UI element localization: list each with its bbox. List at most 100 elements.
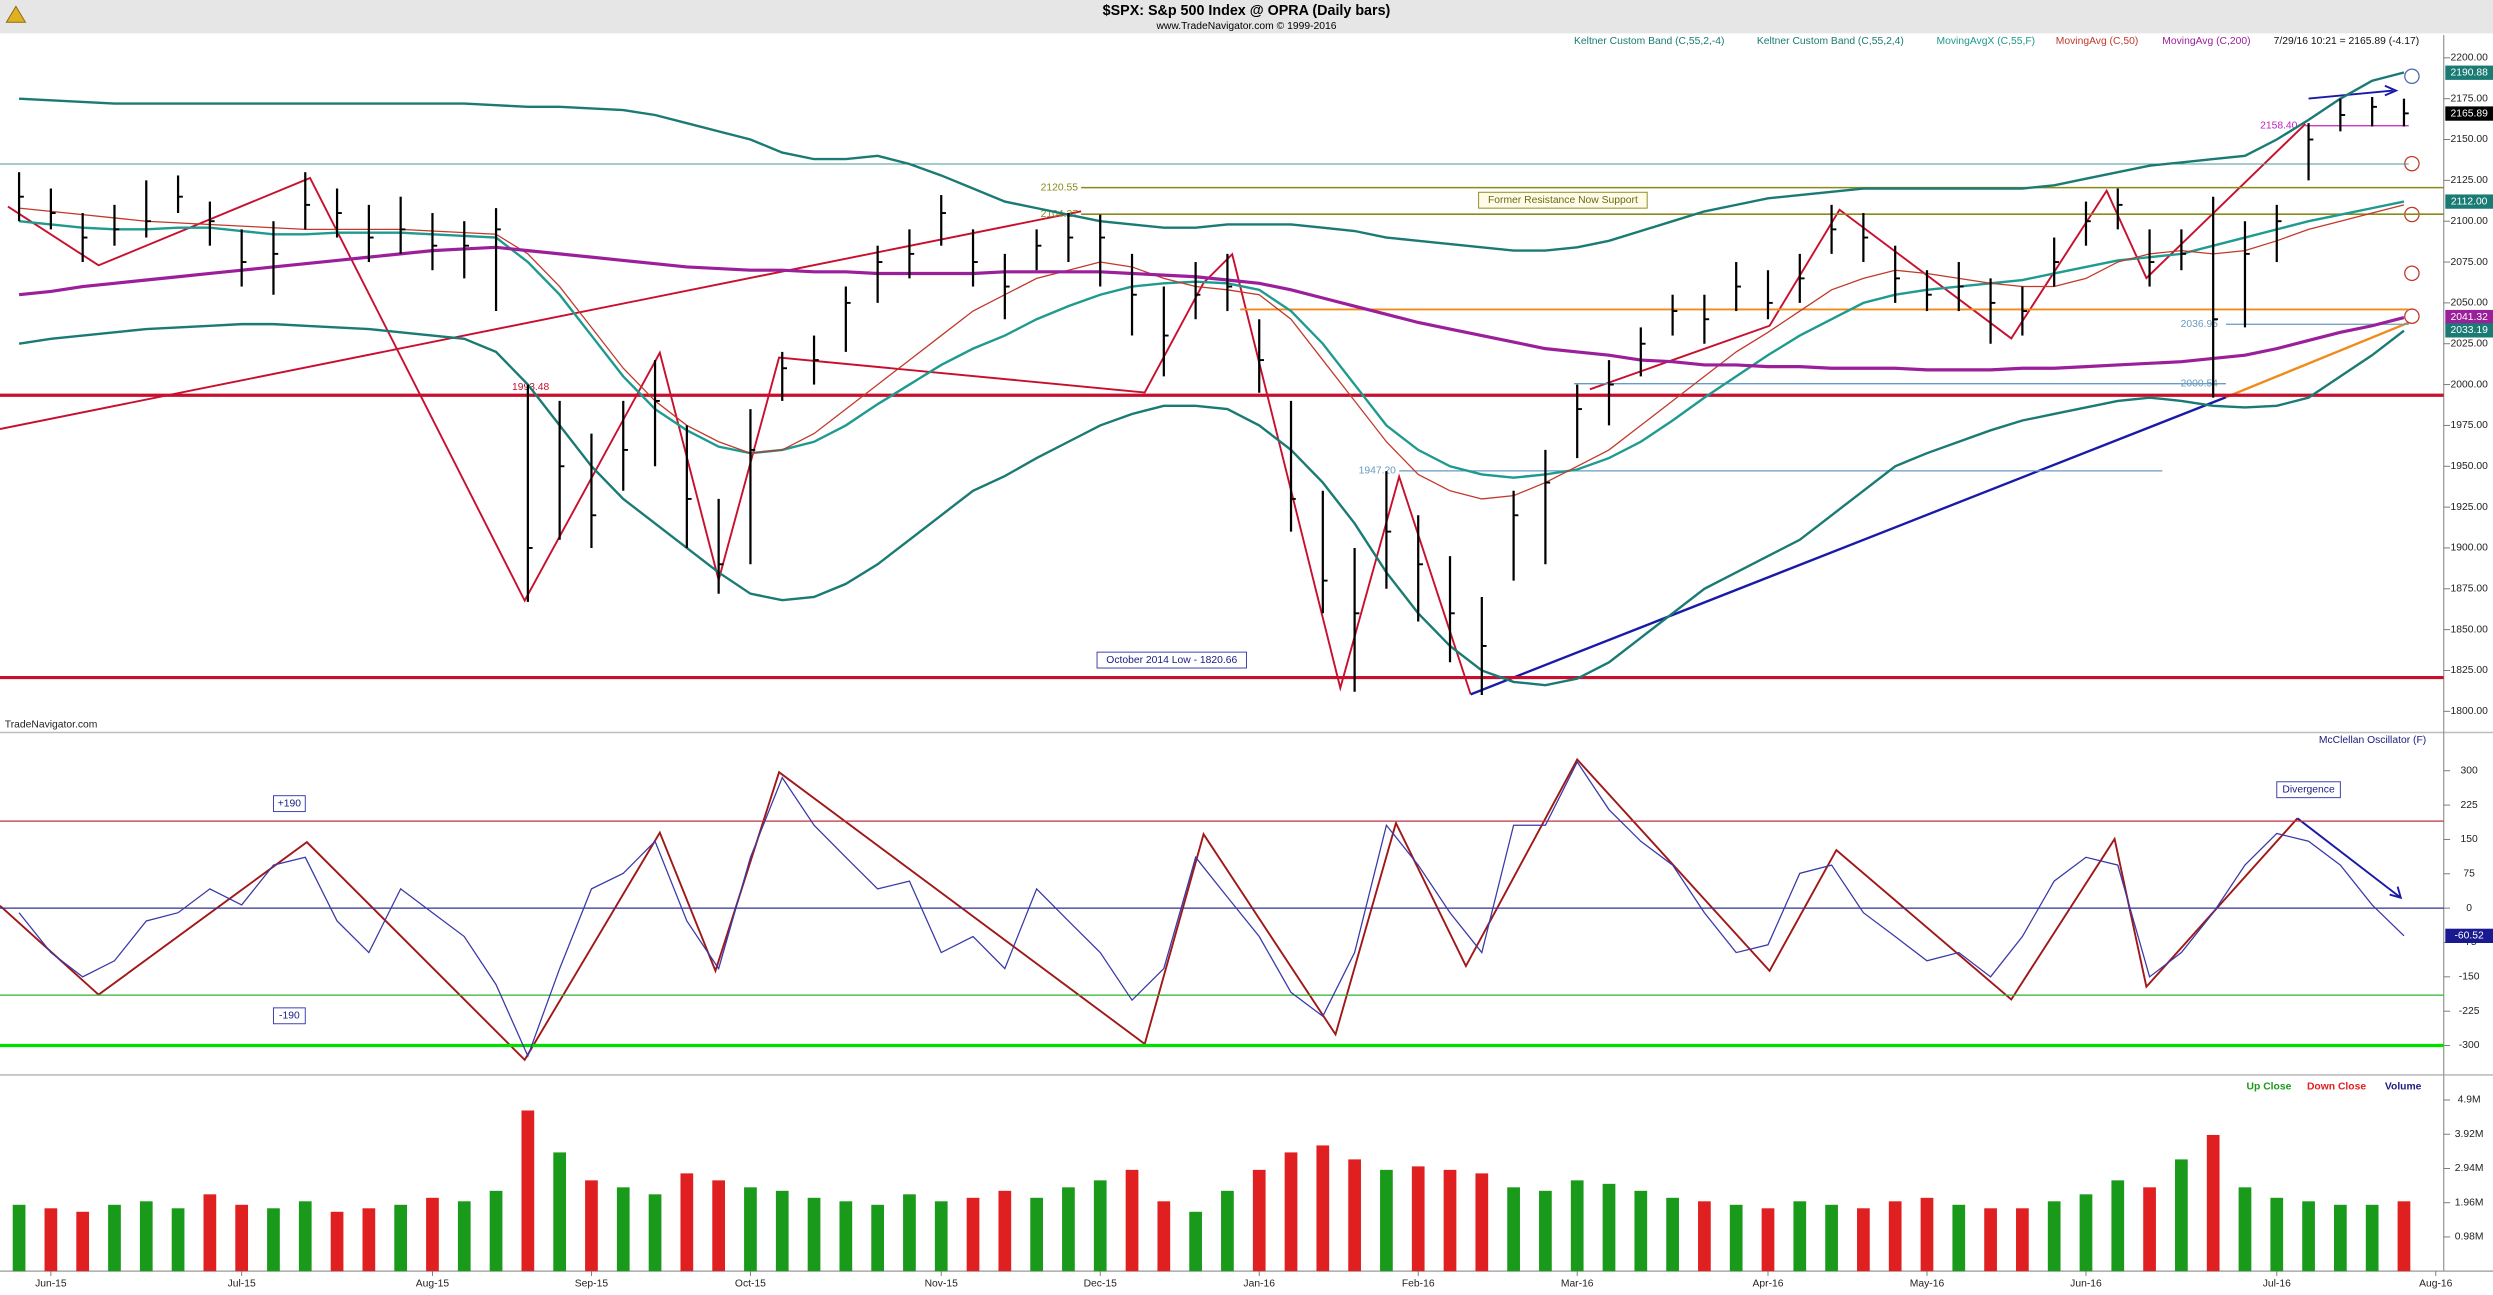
y-tick-label: 3.92M (2455, 1129, 2484, 1140)
oscillator-zigzag (0, 757, 2299, 1062)
volume-bar (1952, 1204, 1966, 1272)
volume-bar (1920, 1197, 1934, 1272)
arrow-head (2384, 84, 2399, 97)
volume-bar (1284, 1152, 1298, 1272)
y-tick-label: -150 (2459, 972, 2480, 983)
volume-bar (1380, 1169, 1393, 1272)
y-tick-label: 2125.00 (2450, 175, 2488, 186)
legend-entry: MovingAvg (C,200) (2162, 36, 2250, 47)
volume-bar (12, 1204, 26, 1272)
volume-bar (871, 1204, 884, 1272)
volume-bar (2238, 1187, 2252, 1272)
volume-bar (44, 1208, 58, 1272)
y-tick-label: 2175.00 (2450, 93, 2488, 104)
annotation-box (2276, 781, 2341, 799)
y-tick-label: 0.98M (2455, 1232, 2484, 1243)
volume-bar (1570, 1180, 1584, 1272)
volume-bar (521, 1110, 535, 1272)
volume-bar (1062, 1187, 1075, 1272)
volume-bar (1507, 1187, 1520, 1272)
volume-bar (1602, 1183, 1616, 1272)
volume-bar (712, 1180, 726, 1272)
arrow-head (2389, 886, 2403, 900)
volume-bar (775, 1190, 789, 1272)
annotation: Former Resistance Now Support (1488, 195, 1638, 206)
volume-bar (457, 1201, 471, 1272)
x-tick-label: Dec-15 (1084, 1279, 1118, 1290)
volume-bar (108, 1204, 121, 1272)
volume-bar (1093, 1180, 1107, 1272)
y-tick-label: 300 (2461, 765, 2478, 776)
volume-bar (1634, 1190, 1648, 1272)
volume-bar (267, 1208, 280, 1272)
level-label: 2104.27 (1041, 209, 1079, 220)
y-tick-label: -225 (2459, 1006, 2480, 1017)
chart-subtitle: www.TradeNavigator.com © 1999-2016 (1155, 21, 1336, 32)
ring (2404, 68, 2420, 85)
volume-bar (2175, 1159, 2188, 1272)
overlay-line (19, 71, 2405, 252)
x-tick-label: Nov-15 (925, 1279, 959, 1290)
price-marker-label: 2190.88 (2450, 67, 2488, 78)
swing-zigzag (1589, 123, 2307, 391)
level-label: 2000.54 (2181, 378, 2219, 389)
level-label: 2036.95 (2181, 319, 2219, 330)
level-label: 1947.20 (1359, 466, 1397, 477)
volume-bar (648, 1194, 662, 1272)
volume-bar (2047, 1201, 2061, 1272)
price-marker-label: 2033.19 (2450, 325, 2488, 336)
legend-entry: Volume (2385, 1082, 2422, 1093)
volume-bar (680, 1173, 694, 1272)
level-label-box (272, 795, 306, 813)
volume-bar (585, 1180, 598, 1272)
legend-entry: MovingAvg (C,50) (2056, 36, 2138, 47)
legend-entry: Keltner Custom Band (C,55,2,-4) (1574, 36, 1724, 47)
annotation: Divergence (2282, 784, 2335, 795)
y-tick-label: 2050.00 (2450, 298, 2488, 309)
x-tick-label: Mar-16 (1561, 1279, 1594, 1290)
volume-bar (1698, 1201, 1711, 1272)
overlay-line (18, 322, 2405, 687)
y-tick-label: 2000.00 (2450, 379, 2488, 390)
legend-entry: Up Close (2247, 1082, 2292, 1093)
y-tick-label: 2100.00 (2450, 216, 2488, 227)
volume-bar (1888, 1201, 1902, 1272)
y-tick-label: 1850.00 (2450, 624, 2488, 635)
legend-entry: MovingAvgX (C,55,F) (1937, 36, 2036, 47)
volume-bar (139, 1201, 153, 1272)
volume-bar (1316, 1145, 1330, 1272)
price-marker-label: 2112.00 (2451, 196, 2488, 207)
volume-bar (298, 1201, 312, 1272)
arrow (2308, 89, 2393, 100)
volume-bar (2111, 1180, 2125, 1272)
overlay-line (19, 204, 2405, 500)
x-tick-label: Jul-15 (228, 1279, 256, 1290)
trend-line (1470, 396, 2227, 696)
y-tick-label: 2075.00 (2450, 257, 2488, 268)
y-tick-label: 2150.00 (2450, 134, 2488, 145)
level-label: 2158.40 (2260, 121, 2298, 132)
volume-bar (553, 1152, 567, 1272)
volume-bar (1443, 1169, 1457, 1272)
x-tick-label: Sep-15 (575, 1279, 609, 1290)
y-tick-label: 1950.00 (2450, 461, 2488, 472)
y-tick-label: 2.94M (2455, 1163, 2484, 1174)
x-tick-label: Aug-16 (2419, 1279, 2453, 1290)
volume-bar (2397, 1201, 2411, 1272)
volume-bar (2206, 1134, 2220, 1272)
y-tick-label: 1.96M (2455, 1197, 2484, 1208)
x-tick-label: Jun-16 (2070, 1279, 2102, 1290)
y-tick-label: 1925.00 (2450, 502, 2488, 513)
volume-bar (1348, 1159, 1361, 1272)
y-tick-label: 4.9M (2458, 1095, 2481, 1106)
volume-bar (76, 1211, 90, 1272)
ring (2404, 308, 2420, 324)
level-label: -190 (279, 1011, 300, 1022)
y-tick-label: 1800.00 (2450, 706, 2488, 717)
volume-bar (2365, 1204, 2379, 1272)
volume-bar (839, 1201, 853, 1272)
volume-bar (1221, 1190, 1234, 1272)
header-bar (0, 0, 2493, 34)
